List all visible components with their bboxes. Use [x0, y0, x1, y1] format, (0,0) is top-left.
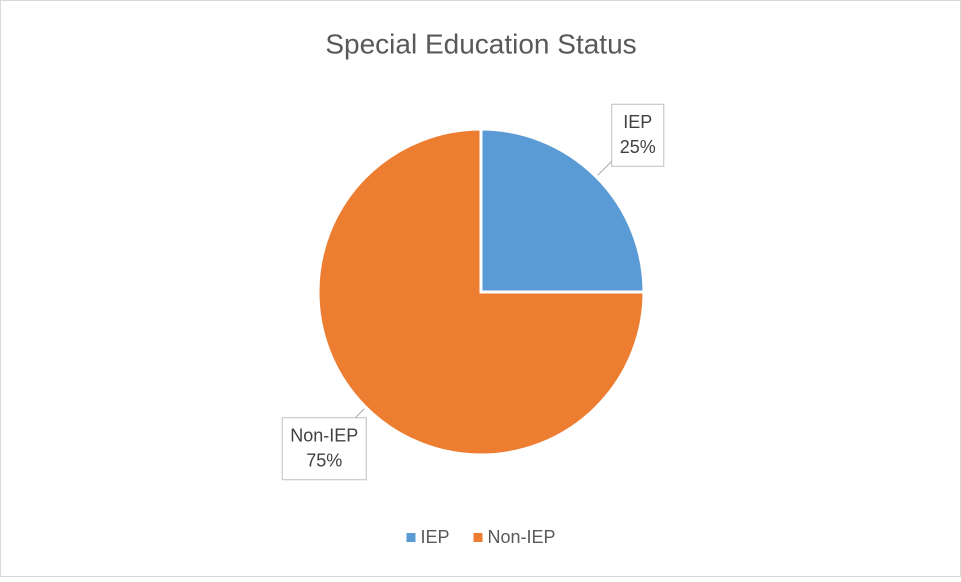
legend-label: Non-IEP: [487, 527, 555, 547]
data-label-box: [281, 417, 367, 481]
data-label-category: Non-IEP: [290, 426, 358, 446]
pie-slice: [316, 127, 646, 457]
data-label-value: 75%: [306, 451, 342, 471]
data-label-category: IEP: [623, 112, 652, 132]
pie-slice: [479, 127, 646, 294]
data-label-box: [611, 103, 665, 167]
legend-label: IEP: [420, 527, 449, 547]
legend-swatch: [406, 533, 416, 542]
legend-swatch: [473, 533, 483, 542]
data-label-value: 25%: [620, 137, 656, 157]
chart-title: Special Education Status: [325, 28, 636, 59]
